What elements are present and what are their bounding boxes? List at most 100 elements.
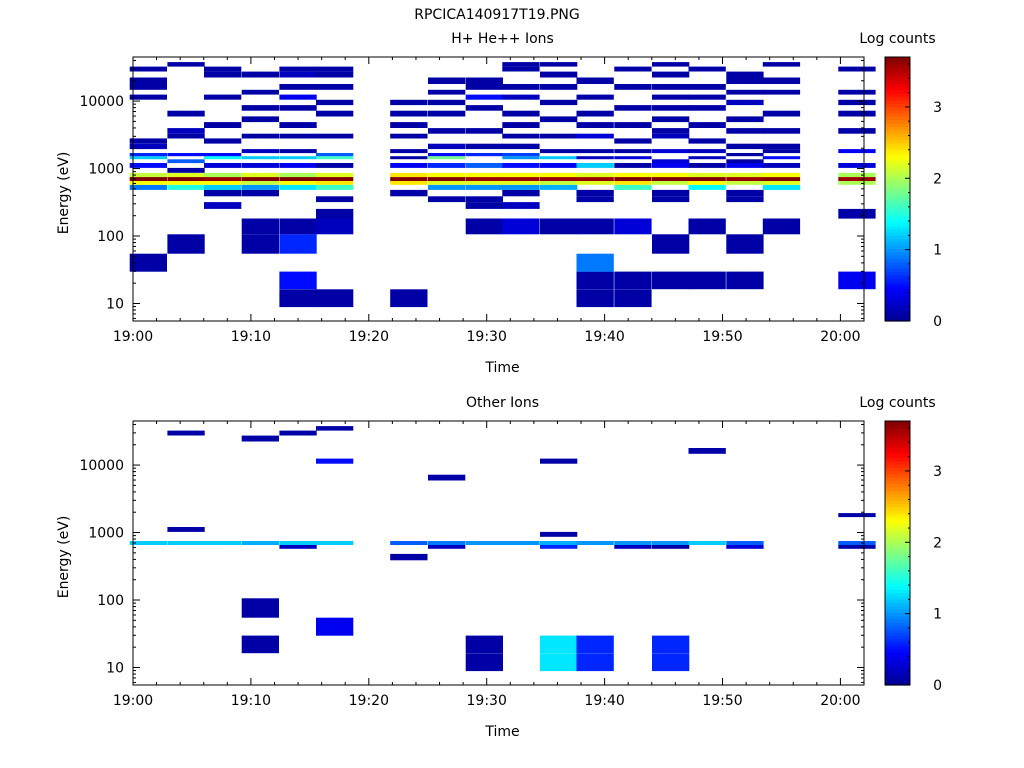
heatmap-cell — [390, 172, 428, 178]
colorbar-band — [885, 628, 910, 633]
colorbar-band — [885, 136, 910, 141]
heatmap-cell — [167, 430, 205, 436]
x-tick-label: 19:50 — [702, 693, 742, 709]
heatmap-cell — [540, 545, 578, 549]
colorbar-band — [885, 76, 910, 81]
heatmap-cell — [129, 153, 167, 157]
heatmap-cell — [688, 172, 726, 178]
heatmap-cell — [279, 122, 317, 128]
heatmap-cell — [316, 426, 354, 431]
heatmap-cell — [726, 89, 764, 95]
colorbar-band — [885, 238, 910, 243]
colorbar-band — [885, 569, 910, 574]
x-tick-label: 19:10 — [231, 693, 271, 709]
heatmap-cell — [465, 128, 503, 134]
heatmap-cell — [390, 133, 428, 139]
heatmap-cell — [540, 71, 578, 78]
colorbar-band — [885, 251, 910, 256]
heatmap-cell — [614, 66, 652, 72]
colorbar-band — [885, 179, 910, 183]
heatmap-cell — [465, 635, 503, 654]
colorbar-band — [885, 278, 910, 282]
heatmap-cell — [316, 84, 354, 90]
heatmap-cell — [129, 253, 167, 272]
heatmap-cell — [390, 122, 428, 128]
heatmap-cell — [428, 177, 466, 181]
colorbar-band — [885, 258, 910, 263]
heatmap-cell — [204, 71, 242, 78]
colorbar-band — [885, 622, 910, 627]
heatmap-cell — [428, 128, 466, 134]
heatmap-cell — [576, 177, 614, 181]
heatmap-cell — [688, 122, 726, 128]
heatmap-cell — [465, 172, 503, 178]
heatmap-cell — [652, 196, 690, 203]
heatmap-cell — [614, 149, 652, 154]
heatmap-cell — [762, 172, 801, 178]
colorbar-band — [885, 228, 910, 233]
heatmap-cell — [428, 89, 466, 95]
heatmap-cell — [241, 105, 279, 111]
heatmap-cell — [576, 163, 614, 168]
heatmap-cell — [279, 430, 317, 436]
heatmap-cell — [465, 105, 503, 111]
y-tick-label: 100 — [97, 229, 124, 245]
heatmap-cell — [576, 149, 614, 154]
heatmap-cell — [390, 181, 428, 185]
colorbar-band — [885, 165, 910, 170]
colorbar-band — [885, 503, 910, 508]
heatmap-cell — [241, 71, 279, 78]
heatmap-cell — [576, 635, 614, 654]
x-tick-label: 19:20 — [349, 693, 389, 709]
heatmap-cell — [502, 202, 540, 209]
heatmap-cell — [652, 62, 690, 67]
colorbar-band — [885, 549, 910, 554]
colorbar-band — [885, 671, 910, 676]
heatmap-cell — [204, 153, 242, 157]
heatmap-cell — [652, 105, 690, 111]
heatmap-cell — [652, 163, 690, 168]
colorbar-band — [885, 661, 910, 666]
heatmap-cell — [316, 177, 354, 181]
colorbar-band — [885, 294, 910, 299]
heatmap-cell — [465, 94, 503, 100]
heatmap-cell — [688, 271, 726, 290]
colorbar-band — [885, 73, 910, 78]
colorbar-band — [885, 681, 910, 686]
colorbar-band — [885, 301, 910, 306]
heatmap-cell — [576, 122, 614, 128]
heatmap-cell — [167, 184, 205, 190]
heatmap-cell — [241, 116, 279, 123]
heatmap-cell — [614, 172, 652, 178]
heatmap-cell — [726, 196, 764, 203]
heatmap-cell — [390, 541, 428, 545]
colorbar-band — [885, 103, 910, 108]
colorbar-tick-label: 2 — [933, 535, 942, 551]
heatmap-cell — [204, 163, 242, 168]
colorbar-tick-label: 1 — [933, 243, 942, 259]
heatmap-cell — [614, 156, 652, 160]
heatmap-cell — [316, 110, 354, 117]
colorbar-band — [885, 208, 910, 213]
colorbar-band — [885, 119, 910, 124]
heatmap-cell — [316, 163, 354, 168]
heatmap-cell — [167, 234, 205, 254]
heatmap-cell — [762, 184, 801, 190]
heatmap-cell — [279, 84, 317, 90]
heatmap-cell — [204, 156, 242, 160]
colorbar-band — [885, 126, 910, 131]
colorbar-tick-label: 2 — [933, 171, 942, 187]
colorbar-band — [885, 520, 910, 524]
heatmap-cell — [241, 149, 279, 154]
heatmap-cell — [241, 635, 279, 654]
colorbar-band — [885, 487, 910, 491]
heatmap-cell — [540, 218, 578, 235]
colorbar-band — [885, 93, 910, 98]
colorbar-band — [885, 576, 910, 580]
colorbar-label: Log counts — [859, 31, 935, 47]
colorbar-band — [885, 139, 910, 144]
heatmap-cell — [502, 218, 540, 235]
heatmap-cell — [652, 234, 690, 254]
colorbar-band — [885, 195, 910, 200]
